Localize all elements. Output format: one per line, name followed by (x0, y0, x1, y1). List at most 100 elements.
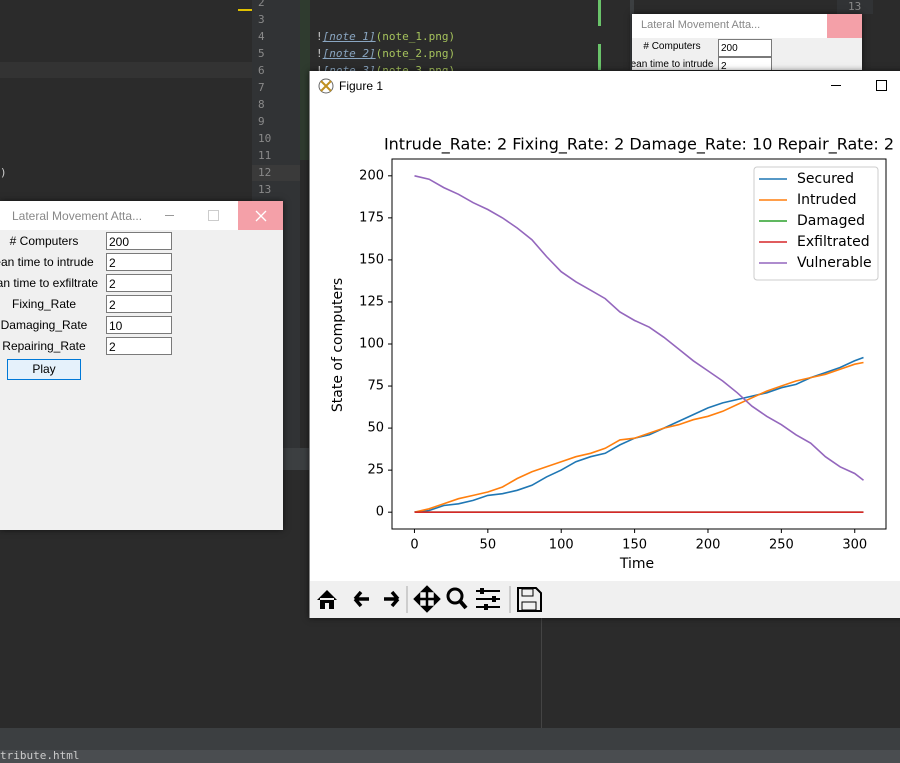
line-number: 5 (258, 47, 265, 60)
field-entry: 2 (106, 337, 172, 355)
title-bar: Lateral Movement Atta... (632, 14, 862, 38)
minimize-button[interactable] (831, 85, 841, 86)
legend-label: Intruded (797, 192, 857, 208)
field-entry: 2 (106, 274, 172, 292)
status-text: tribute.html (0, 749, 80, 762)
code-bang: ! (316, 64, 323, 77)
field-label: Repairing_Rate (2, 339, 86, 353)
home-button[interactable] (313, 584, 341, 614)
x-tick-label: 300 (842, 538, 867, 553)
series-line (414, 175, 864, 481)
field-entry: 200 (106, 232, 172, 250)
close-button[interactable] (827, 14, 862, 38)
marker (598, 44, 601, 70)
title-bar: Figure 1 (310, 71, 900, 100)
field-entry: 2 (106, 253, 172, 271)
field-label: # Computers (9, 234, 79, 248)
code-url: (note_1.png) (375, 30, 456, 43)
x-tick-label: 200 (696, 538, 721, 553)
current-line (0, 62, 252, 78)
y-tick-label: 100 (359, 337, 384, 352)
field-label: Damaging_Rate (0, 318, 88, 332)
window-title: Lateral Movement Atta... (12, 209, 143, 223)
y-tick-label: 75 (367, 379, 384, 394)
maximize-button[interactable] (876, 80, 887, 91)
y-tick-label: 0 (376, 505, 384, 520)
y-tick-label: 125 (359, 294, 384, 309)
line-number: 6 (258, 64, 265, 77)
x-axis-label: Time (619, 556, 654, 572)
y-tick-label: 25 (367, 463, 384, 478)
field-entry: 10 (106, 316, 172, 334)
line-number: 13 (258, 183, 272, 196)
chart: Intrude_Rate: 2 Fixing_Rate: 2 Damage_Ra… (330, 135, 894, 573)
window-title: Lateral Movement Atta... (641, 19, 761, 31)
code-bang: ! (316, 47, 323, 60)
code-url: (note_2.png) (375, 47, 456, 60)
field-label: ean time to intrude (0, 255, 94, 269)
y-tick-label: 200 (359, 168, 384, 183)
line-number: 7 (258, 81, 265, 94)
y-axis-label: State of computers (330, 278, 346, 412)
marker (598, 0, 601, 26)
legend-label: Vulnerable (797, 255, 872, 271)
y-tick-label: 50 (367, 421, 384, 436)
code-link: [note 1] (322, 30, 376, 43)
x-tick-label: 0 (410, 538, 418, 553)
app-icon (318, 78, 334, 94)
y-tick-label: 175 (359, 210, 384, 225)
figure-window: Figure 1 (309, 71, 900, 618)
title-bar: Lateral Movement Atta... (0, 201, 283, 230)
line-number: 12 (258, 166, 272, 179)
code-bang: ! (316, 30, 323, 43)
play-button[interactable]: Play (7, 359, 81, 380)
legend-label: Secured (797, 171, 854, 187)
field-label: ean time to exfiltrate (0, 276, 99, 290)
line-number: 13 (848, 0, 862, 13)
pan-button[interactable] (413, 585, 441, 613)
code-link: [note 2] (322, 47, 376, 60)
legend-label: Exfiltrated (797, 234, 870, 250)
code-line: ![note 2](note_2.png) (316, 47, 455, 60)
field-entry: 2 (106, 295, 172, 313)
y-tick-label: 150 (359, 252, 384, 267)
line-number: 9 (258, 115, 265, 128)
field-entry: 200 (718, 39, 772, 57)
line-number: 2 (258, 0, 265, 9)
forward-button[interactable] (384, 590, 400, 608)
status-bar (0, 750, 900, 763)
zoom-button[interactable] (446, 587, 468, 610)
toolbar (310, 581, 900, 618)
window-title: Figure 1 (339, 79, 384, 93)
gutter-highlight (252, 165, 300, 181)
maximize-button[interactable] (208, 210, 219, 221)
x-tick-label: 150 (622, 538, 647, 553)
x-tick-label: 250 (769, 538, 794, 553)
save-button[interactable] (517, 587, 542, 612)
legend-label: Damaged (797, 213, 865, 229)
series-line (414, 361, 864, 513)
change-bar (300, 0, 310, 160)
line-number: 10 (258, 132, 272, 145)
panel (283, 448, 313, 470)
x-tick-label: 100 (549, 538, 574, 553)
dialog-window: Lateral Movement Atta... # Computers 200 e… (0, 201, 283, 530)
line-number: 11 (258, 149, 272, 162)
code-line: ![note 1](note_1.png) (316, 30, 455, 43)
divider (541, 618, 542, 728)
legend-box (753, 166, 879, 281)
close-button[interactable] (238, 201, 283, 230)
minimize-button[interactable] (165, 215, 174, 216)
code-text: ) (0, 166, 7, 179)
plot-frame (391, 158, 887, 530)
gutter (837, 0, 873, 14)
line-number: 3 (258, 13, 265, 26)
back-button[interactable] (353, 590, 369, 608)
line-number: 8 (258, 98, 265, 111)
configure-button[interactable] (476, 588, 500, 610)
field-label: Fixing_Rate (11, 297, 77, 311)
close-icon (255, 210, 266, 222)
field-label: # Computers (643, 41, 701, 52)
chart-title: Intrude_Rate: 2 Fixing_Rate: 2 Damage_Ra… (384, 135, 894, 155)
